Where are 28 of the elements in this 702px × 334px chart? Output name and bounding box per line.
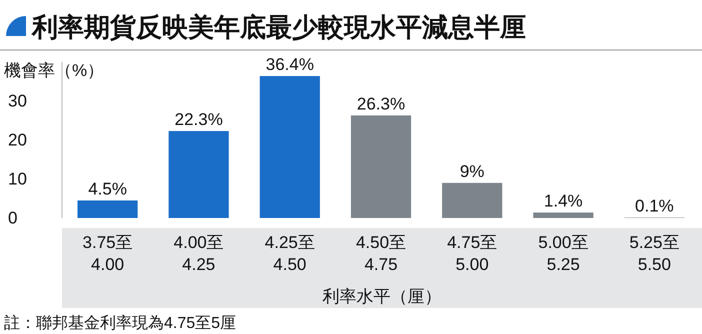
text: 註：聯邦基金利率現為4.75至5厘 (4, 314, 236, 332)
y-tick-label: 10 (8, 170, 27, 188)
data-label: 9% (460, 162, 484, 181)
x-tick-label: 4.50至 4.75 (356, 233, 406, 274)
data-label: 22.3% (174, 110, 223, 130)
x-tick-label: 3.75至 4.00 (82, 233, 133, 274)
chart-title: 利率期貨反映美年底最少較現水平減息半厘 (31, 12, 526, 42)
y-tick-label: 30 (8, 92, 27, 110)
data-label: 1.4% (544, 192, 583, 211)
bar (533, 212, 594, 218)
y-axis-title: 機會率（%） (4, 61, 104, 80)
y-tick-label: 20 (8, 130, 27, 150)
x-tick-label: 5.25至 5.50 (629, 233, 680, 274)
bar (77, 200, 138, 218)
data-label: 4.5% (88, 179, 127, 198)
x-tick-label: 4.25至 4.50 (264, 233, 315, 274)
bar (168, 131, 229, 218)
data-label: 26.3% (356, 94, 406, 114)
x-axis-title: 利率水平（厘） (322, 287, 442, 306)
x-tick-label: 5.00至 5.25 (538, 233, 588, 274)
data-label: 36.4% (266, 55, 314, 74)
bar (442, 182, 502, 218)
data-label: 0.1% (635, 196, 674, 216)
x-tick-label: 4.75至 5.00 (447, 233, 498, 274)
y-tick-label: 0 (8, 208, 18, 228)
x-tick-label: 4.00至 4.25 (174, 233, 224, 274)
bar (350, 115, 412, 218)
bar (260, 76, 320, 218)
